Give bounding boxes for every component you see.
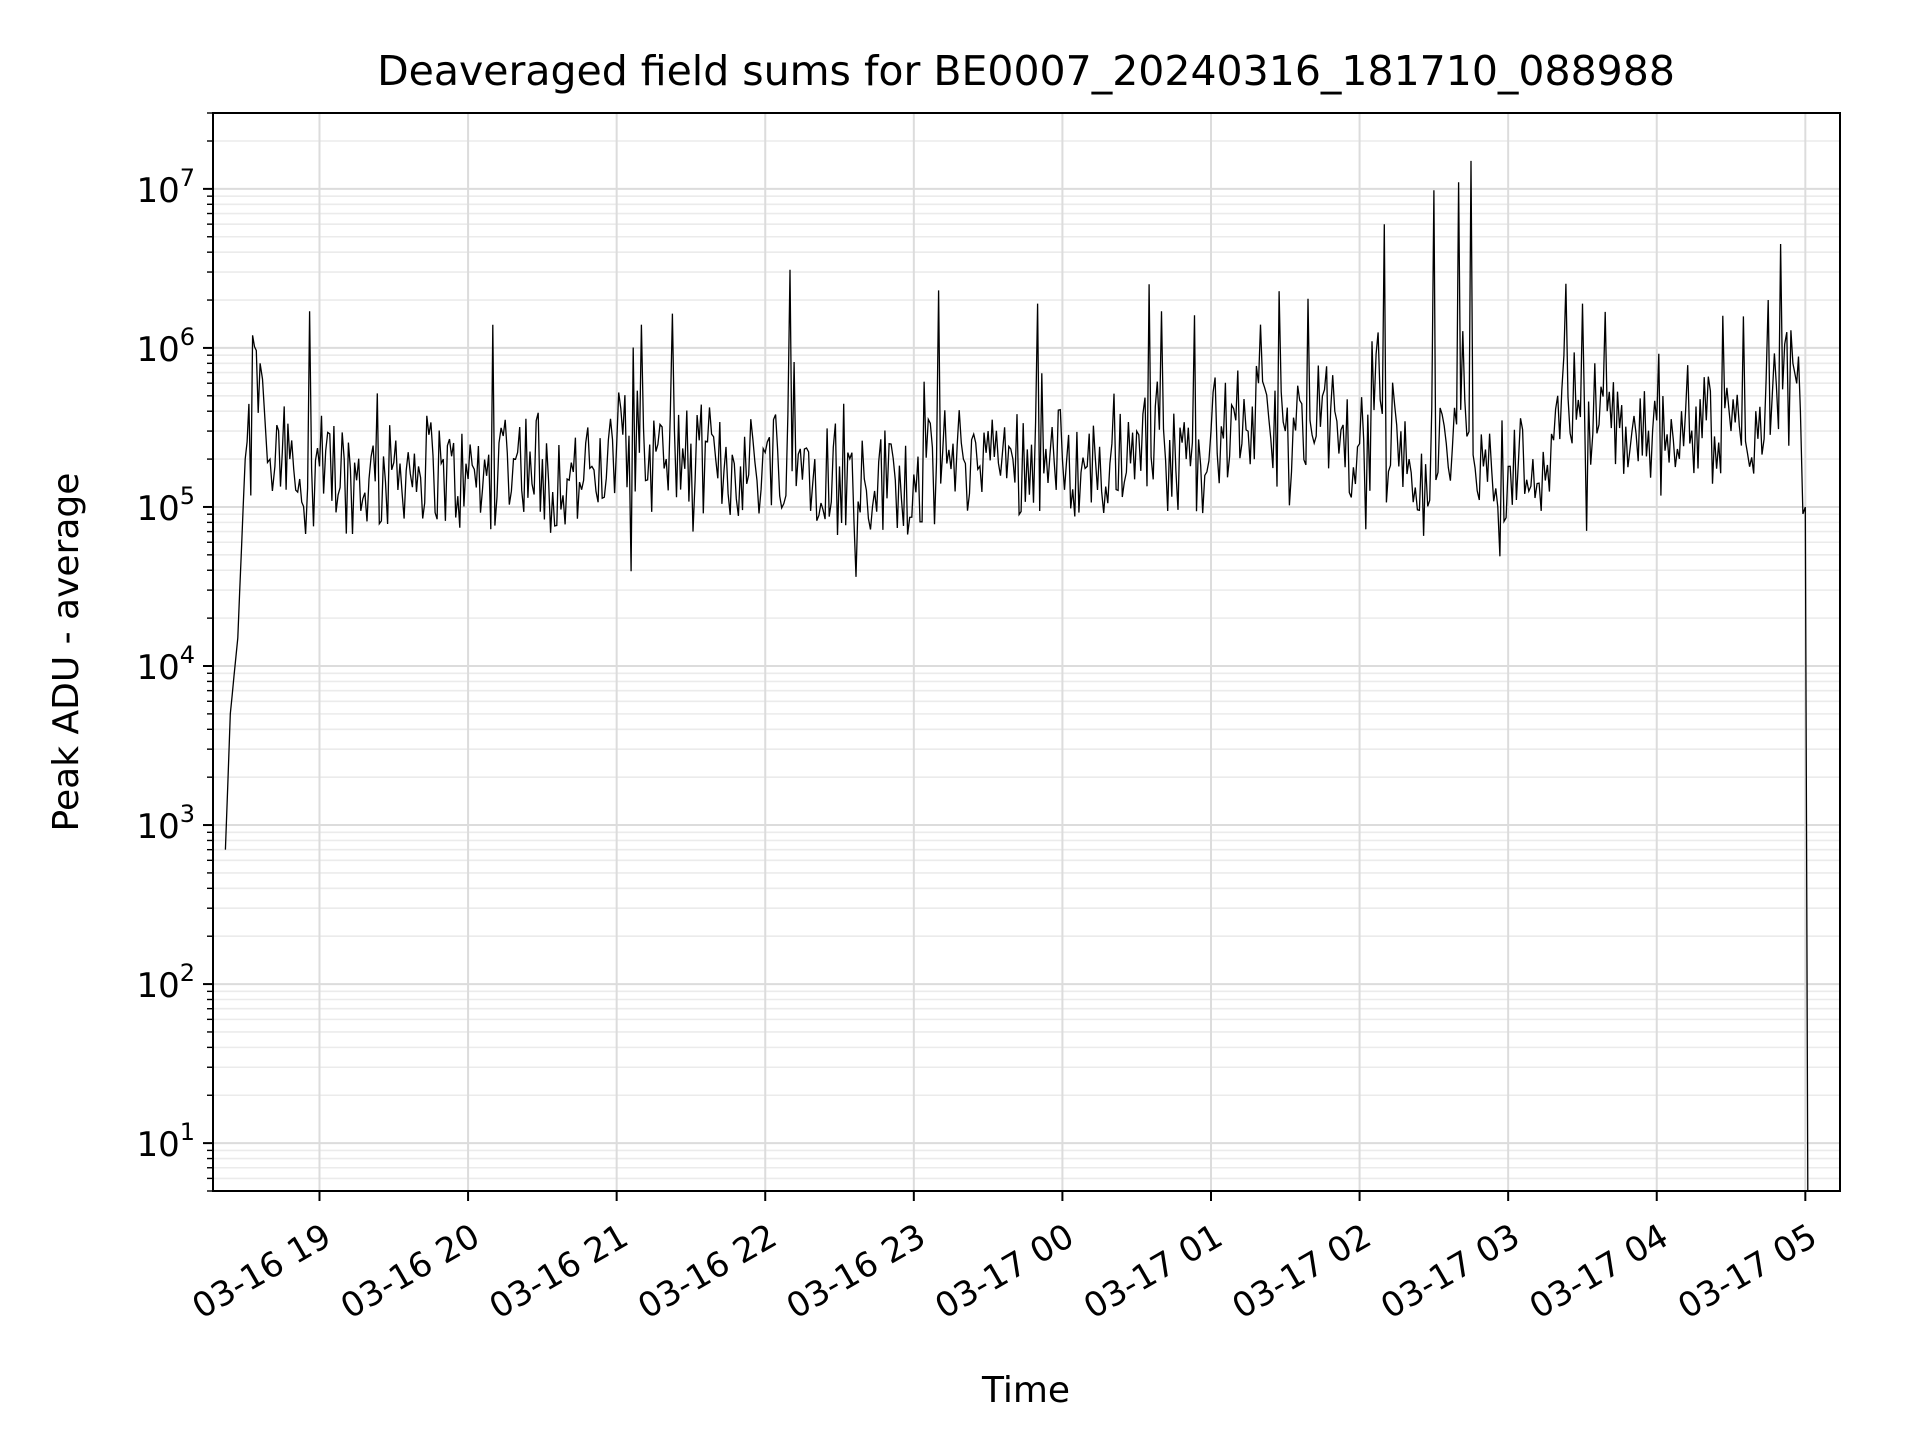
y-tick-label: 104 <box>136 641 195 688</box>
x-axis-label: Time <box>981 1370 1070 1411</box>
x-tick-label: 03-16 22 <box>631 1216 783 1327</box>
x-tick-label: 03-17 03 <box>1374 1216 1526 1327</box>
y-tick-label: 101 <box>136 1118 195 1165</box>
y-axis-label: Peak ADU - average <box>46 473 87 832</box>
x-tick-label: 03-17 02 <box>1226 1216 1378 1327</box>
x-tick-label: 03-16 20 <box>334 1216 486 1327</box>
x-tick-label: 03-17 01 <box>1077 1216 1229 1327</box>
y-tick-label: 106 <box>136 323 195 370</box>
y-tick-label: 102 <box>136 959 195 1006</box>
x-tick-label: 03-17 05 <box>1671 1216 1823 1327</box>
y-axis-ticks: 101 102 103 104 105 106 107 <box>136 112 213 1192</box>
x-tick-label: 03-17 00 <box>929 1216 1081 1327</box>
series-line <box>224 160 1809 1192</box>
plot-frame <box>212 112 1841 1192</box>
y-tick-label: 107 <box>136 164 195 211</box>
x-tick-label: 03-16 23 <box>780 1216 932 1327</box>
y-tick-label: 105 <box>136 482 195 529</box>
y-tick-label: 103 <box>136 800 195 847</box>
grid-lines <box>213 112 1840 1192</box>
x-tick-label: 03-16 21 <box>483 1216 635 1327</box>
x-tick-label: 03-17 04 <box>1523 1216 1675 1327</box>
x-tick-label: 03-16 19 <box>186 1216 338 1327</box>
chart-title: Deaveraged field sums for BE0007_2024031… <box>377 47 1675 95</box>
